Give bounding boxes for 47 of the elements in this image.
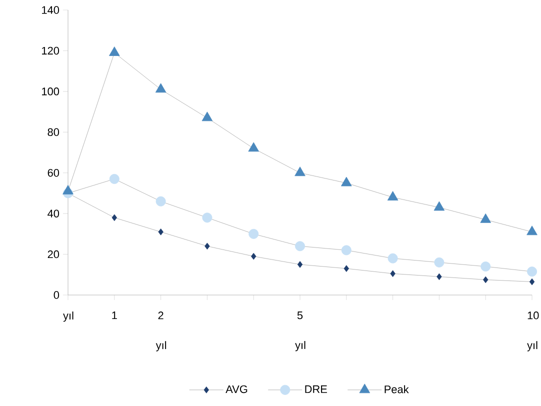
category-label: 10 yıl [527,312,539,352]
point [387,191,398,200]
legend-label: AVG [226,385,248,394]
point [480,262,491,272]
point [527,266,538,277]
y-tick-label: 120 [42,46,60,55]
point [390,270,396,278]
point [158,228,164,236]
point [202,212,212,223]
point [344,265,350,272]
x-tick-label: 1 [112,312,117,320]
point [483,276,488,284]
y-tick-label: 60 [48,168,60,177]
point [109,46,120,56]
point [526,226,538,236]
y-tick-label: 80 [48,128,60,136]
category-label: 2 yıl [156,312,166,352]
point [529,278,535,286]
legend-label: Peak [384,385,409,394]
point [251,252,256,260]
point [202,112,213,122]
point [62,184,74,194]
y-tick-label: 20 [48,250,60,258]
point [434,201,445,211]
point [294,166,306,176]
point [248,142,259,152]
point [341,245,352,256]
y-tick-label: 40 [48,210,60,218]
point [204,242,210,250]
point [297,261,303,268]
point [156,196,166,206]
point [248,228,259,239]
point [388,253,398,264]
point [295,241,306,252]
point [436,273,442,280]
y-tick-label: 0 [54,291,60,299]
point [112,214,118,222]
point [341,176,352,186]
point [480,213,492,223]
point [155,83,166,93]
legend-label: DRE [305,385,327,393]
point [109,174,120,184]
category-label: 5 yıl [295,312,306,352]
y-tick-label: 140 [42,6,60,14]
y-tick-label: 100 [42,88,60,96]
x-tick-label: yıl [63,312,74,322]
point [434,257,444,268]
